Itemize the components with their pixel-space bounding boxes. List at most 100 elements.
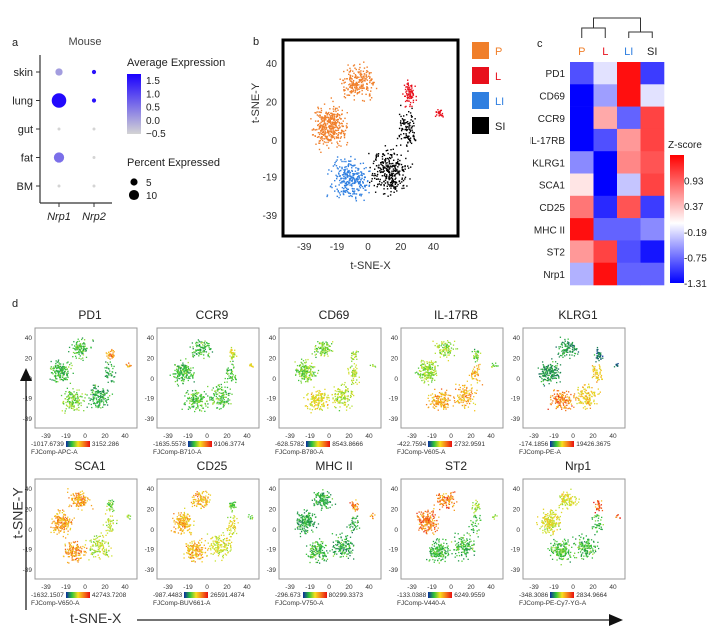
point — [319, 390, 321, 393]
point — [195, 407, 198, 409]
point — [351, 352, 353, 355]
point — [77, 398, 79, 400]
point-LI — [345, 165, 347, 168]
y-tick-label: 40 — [25, 335, 33, 342]
point — [314, 348, 316, 350]
point — [190, 399, 192, 401]
point — [431, 400, 433, 403]
point-P — [337, 127, 339, 130]
point — [72, 405, 75, 408]
point — [92, 508, 94, 510]
point — [551, 373, 553, 376]
point — [74, 397, 76, 399]
point — [70, 403, 73, 405]
point — [299, 372, 301, 375]
point-SI — [409, 139, 412, 142]
point — [72, 545, 74, 547]
point — [55, 360, 57, 362]
point — [225, 393, 227, 395]
point-LI — [341, 174, 344, 176]
point — [315, 356, 317, 359]
point — [558, 356, 561, 358]
point — [425, 365, 428, 368]
point — [304, 376, 307, 378]
point — [105, 361, 107, 363]
point-SI — [411, 125, 413, 127]
point — [425, 403, 428, 406]
point — [541, 378, 543, 380]
point — [542, 375, 545, 378]
point — [227, 367, 229, 369]
point — [470, 394, 472, 396]
point — [78, 350, 80, 352]
point-L — [409, 95, 411, 97]
point — [577, 353, 579, 355]
point — [95, 397, 98, 399]
point — [195, 344, 197, 346]
point — [200, 410, 203, 412]
point — [474, 361, 477, 363]
point-P — [326, 144, 328, 147]
point — [434, 379, 436, 381]
point — [445, 408, 447, 410]
point-P — [325, 125, 327, 127]
point — [214, 393, 216, 395]
point — [196, 393, 198, 395]
point-SI — [392, 172, 394, 175]
point-LI — [351, 179, 353, 182]
point-SI — [408, 111, 410, 113]
point — [188, 372, 190, 374]
point — [224, 381, 226, 384]
row-label: lung — [12, 96, 33, 108]
point — [555, 374, 557, 377]
point — [420, 359, 423, 362]
point — [224, 403, 226, 405]
point — [430, 361, 433, 363]
point-LI — [343, 181, 345, 183]
point — [233, 366, 235, 368]
point — [595, 377, 597, 379]
point-SI — [400, 133, 402, 136]
point — [556, 362, 559, 365]
point-L — [410, 85, 413, 88]
point-P — [332, 128, 335, 130]
row-label: KLRG1 — [532, 158, 565, 169]
point — [434, 352, 436, 354]
point — [128, 364, 131, 366]
column-label: LI — [624, 46, 633, 58]
point-P — [372, 83, 374, 85]
point — [353, 375, 356, 378]
point — [322, 344, 324, 346]
point — [546, 370, 549, 372]
point — [584, 390, 586, 393]
point-SI — [404, 168, 406, 170]
point — [230, 350, 232, 352]
point-P — [368, 93, 371, 96]
point — [311, 397, 314, 400]
point-P — [336, 118, 339, 121]
point — [176, 376, 178, 379]
point-SI — [400, 115, 402, 118]
point — [101, 396, 103, 398]
point-L — [440, 114, 442, 116]
point — [582, 402, 584, 405]
point — [303, 378, 306, 380]
point-P — [352, 89, 355, 91]
plot-frame — [281, 38, 460, 238]
point-P — [342, 79, 345, 82]
point — [446, 343, 448, 346]
point — [300, 370, 302, 372]
point — [94, 384, 97, 386]
point-LI — [334, 190, 336, 192]
point — [544, 372, 546, 375]
point — [587, 399, 589, 401]
point — [65, 401, 67, 404]
point — [462, 396, 464, 398]
y-tick-label: -19 — [23, 395, 33, 402]
point-LI — [349, 176, 352, 178]
point — [76, 402, 78, 404]
point — [313, 406, 315, 408]
point-P — [368, 73, 371, 75]
point-SI — [389, 166, 391, 168]
